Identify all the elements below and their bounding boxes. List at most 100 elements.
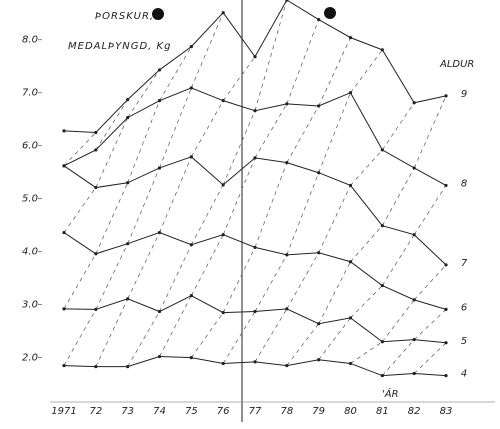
point: [157, 166, 162, 170]
dot: [324, 7, 336, 19]
series-label: 9: [461, 89, 467, 100]
point: [189, 45, 193, 49]
point: [157, 230, 162, 235]
cohort-line: [63, 187, 97, 233]
point: [126, 365, 130, 369]
cohort-line: [286, 323, 319, 366]
x-tick-label: 74: [153, 406, 166, 417]
cohort-line: [318, 317, 351, 360]
cohort-line: [254, 162, 288, 248]
point: [157, 354, 162, 359]
chart-title: ÞORSKUR,: [95, 11, 154, 22]
series-label: 5: [461, 336, 467, 347]
cohort-line: [382, 102, 415, 151]
point: [253, 109, 257, 113]
point: [221, 99, 225, 103]
x-tick-label: 72: [89, 406, 102, 417]
x-tick-label: 77: [249, 406, 262, 417]
point: [412, 166, 416, 170]
point: [157, 99, 162, 103]
point: [317, 104, 321, 108]
y-tick-label: 6.0: [22, 141, 38, 152]
cohort-line: [286, 172, 319, 255]
point: [285, 307, 289, 311]
point: [94, 307, 98, 312]
cohort-line: [159, 244, 192, 312]
point: [189, 356, 193, 360]
point: [189, 155, 193, 159]
point: [444, 374, 448, 378]
point: [221, 361, 225, 366]
cohort-line: [350, 225, 383, 262]
series-line: [63, 232, 447, 310]
point: [285, 161, 289, 165]
point: [444, 307, 448, 312]
cohort-line: [127, 311, 160, 367]
x-tick-label: 76: [217, 406, 230, 417]
cohort-line: [191, 234, 224, 296]
point: [380, 224, 384, 228]
point: [62, 164, 66, 168]
point: [380, 148, 384, 152]
point: [380, 340, 384, 344]
point: [317, 251, 321, 255]
legend-title: ALDUR: [439, 59, 474, 70]
point: [94, 130, 98, 135]
series-label: 7: [461, 258, 468, 269]
cohort-line: [95, 243, 128, 310]
cohort-line: [222, 157, 256, 235]
point: [253, 360, 257, 364]
dot: [152, 8, 164, 20]
cohort-line: [95, 182, 128, 254]
point: [189, 243, 193, 247]
cohort-line: [95, 298, 128, 367]
y-tick-label: 7.0: [22, 88, 38, 99]
cohort-line: [191, 312, 224, 358]
point: [348, 36, 353, 40]
cohort-line: [254, 103, 288, 159]
x-tick-label: 80: [344, 406, 357, 417]
point: [62, 307, 66, 311]
cohort-line: [286, 252, 319, 310]
x-tick-label: 75: [185, 406, 198, 417]
point: [94, 365, 98, 369]
cohort-line: [95, 99, 128, 151]
point: [412, 298, 416, 302]
point: [126, 242, 130, 246]
cohort-line: [159, 87, 192, 169]
cohort-line: [350, 49, 383, 93]
cohort-line: [159, 46, 192, 101]
cohort-line: [159, 295, 192, 357]
point: [412, 338, 416, 342]
cohort-line: [413, 185, 447, 235]
point: [221, 11, 225, 15]
cohort-line: [286, 19, 319, 104]
point: [444, 341, 448, 345]
point: [444, 183, 448, 188]
cohort-line: [382, 167, 415, 226]
y-tick-label: 8.0: [22, 35, 38, 46]
point: [126, 297, 130, 301]
point: [189, 86, 193, 90]
cohort-line: [350, 285, 383, 319]
point: [62, 363, 66, 368]
cohort-line: [254, 308, 288, 363]
cohort-line: [413, 95, 447, 169]
point: [62, 129, 66, 133]
cohort-line: [413, 264, 447, 301]
cohort-line: [254, 254, 288, 312]
cohort-line: [413, 309, 447, 340]
cohort-line: [191, 100, 224, 157]
point: [412, 101, 416, 105]
x-axis-label: 'ÁR: [382, 387, 399, 400]
x-tick-label: 83: [440, 406, 453, 417]
cohort-line: [286, 105, 319, 163]
point: [253, 245, 257, 250]
point: [412, 233, 416, 237]
x-tick-label: 82: [408, 406, 421, 417]
series-label: 4: [461, 369, 467, 380]
x-tick-label: 78: [280, 406, 293, 417]
cohort-line: [382, 234, 415, 286]
point: [348, 91, 353, 95]
